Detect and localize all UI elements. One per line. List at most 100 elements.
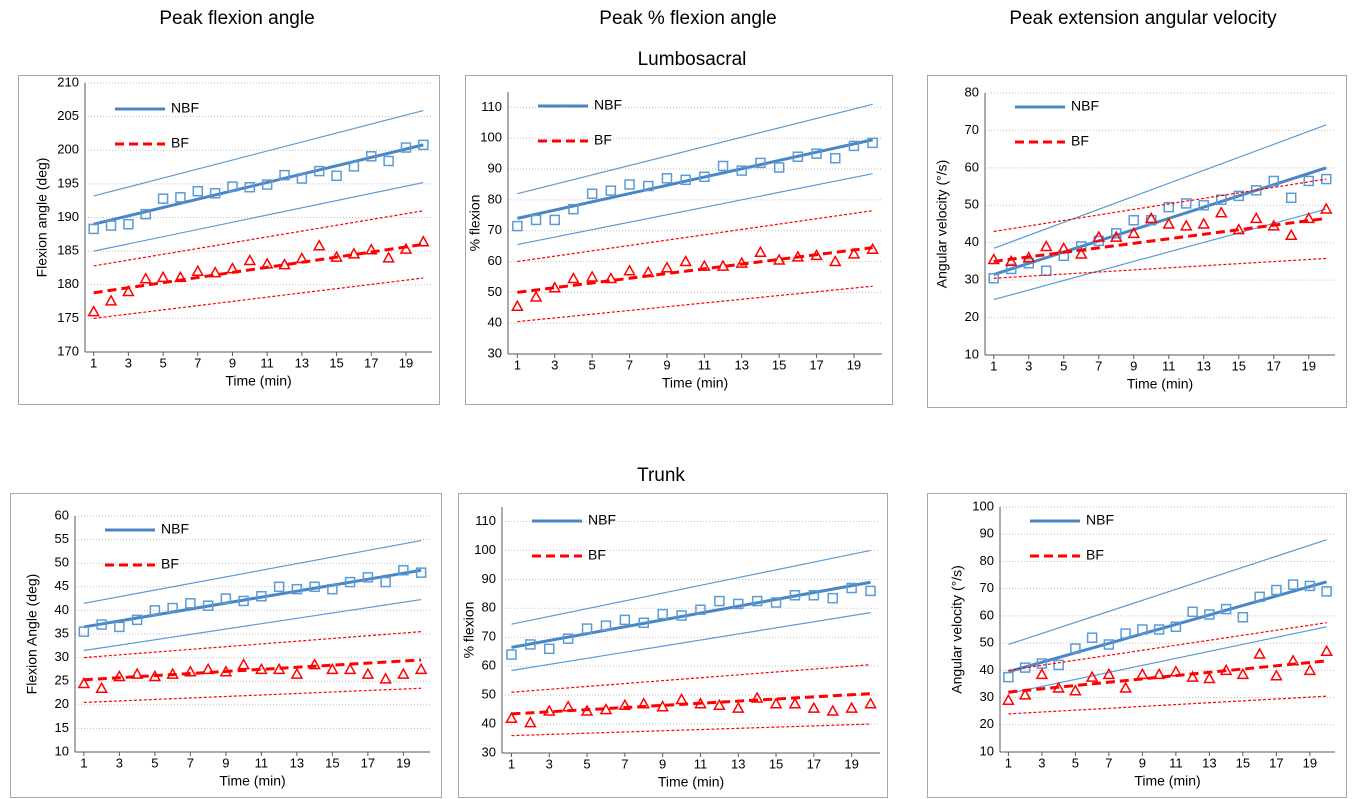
- fit-line: [993, 166, 1327, 276]
- data-point: [1002, 693, 1015, 706]
- x-tick-label: 1: [1005, 755, 1012, 770]
- data-point: [600, 620, 612, 631]
- data-point: [208, 266, 222, 278]
- data-point: [1197, 217, 1211, 229]
- x-tick-label: 15: [325, 755, 339, 770]
- x-tick-label: 9: [663, 357, 670, 372]
- data-point: [1270, 669, 1283, 681]
- data-point: [105, 220, 117, 231]
- legend-label: NBF: [171, 100, 199, 116]
- data-point: [399, 242, 413, 254]
- y-tick-label: 100: [474, 542, 496, 557]
- y-tick-label: 50: [482, 687, 496, 702]
- data-point: [191, 264, 205, 277]
- data-point: [1053, 659, 1064, 671]
- data-point: [811, 148, 822, 159]
- panel-border: [465, 75, 893, 405]
- data-point: [773, 162, 785, 173]
- data-point: [1018, 688, 1032, 700]
- x-tick-label: 1: [90, 355, 97, 370]
- y-tick-label: 30: [55, 649, 69, 664]
- y-axis-label: Angular velocity (°/s): [934, 160, 950, 289]
- data-point: [139, 272, 152, 284]
- y-tick-label: 90: [488, 160, 502, 175]
- x-tick-label: 3: [551, 357, 558, 372]
- data-point: [1103, 639, 1115, 650]
- y-axis-label: Flexion Angle (deg): [24, 574, 40, 695]
- data-point: [1023, 258, 1034, 269]
- data-point: [296, 173, 308, 184]
- data-point: [1137, 624, 1148, 635]
- data-point: [244, 181, 256, 193]
- x-axis-label: Time (min): [662, 375, 728, 391]
- fit-line: [1007, 580, 1328, 674]
- x-tick-label: 13: [735, 357, 749, 372]
- data-point: [1232, 223, 1246, 235]
- data-point: [736, 165, 747, 176]
- data-point: [175, 192, 186, 203]
- data-point: [122, 284, 135, 297]
- data-point: [988, 273, 999, 284]
- data-point: [529, 290, 543, 302]
- data-point: [415, 567, 427, 578]
- y-tick-label: 60: [965, 159, 979, 174]
- data-point: [828, 254, 842, 267]
- y-tick-label: 90: [482, 571, 496, 586]
- data-point: [1111, 228, 1122, 239]
- x-tick-label: 19: [1303, 755, 1317, 770]
- data-point: [78, 626, 90, 637]
- y-tick-label: 20: [965, 309, 979, 324]
- legend-label: NBF: [1086, 512, 1114, 528]
- y-tick-label: 45: [55, 578, 69, 593]
- data-point: [184, 665, 197, 677]
- fit-line: [511, 580, 871, 649]
- x-tick-label: 17: [1267, 358, 1281, 373]
- x-tick-label: 9: [1130, 358, 1137, 373]
- data-point: [1284, 228, 1298, 240]
- x-tick-label: 17: [809, 357, 823, 372]
- y-tick-label: 50: [980, 635, 994, 650]
- data-point: [202, 600, 214, 611]
- data-point: [1069, 684, 1082, 696]
- legend-label: NBF: [161, 521, 189, 537]
- y-tick-label: 80: [482, 600, 496, 615]
- column-title: Peak extension angular velocity: [1009, 8, 1277, 29]
- data-point: [772, 253, 786, 265]
- data-point: [148, 669, 162, 682]
- data-point: [624, 179, 635, 190]
- x-tick-label: 13: [295, 355, 309, 370]
- data-point: [549, 214, 560, 226]
- data-point: [845, 701, 858, 713]
- data-point: [638, 617, 649, 629]
- data-point: [679, 254, 692, 267]
- x-tick-label: 1: [514, 357, 521, 372]
- data-point: [788, 697, 802, 709]
- y-tick-label: 70: [980, 580, 994, 595]
- y-tick-label: 100: [480, 130, 502, 145]
- data-point: [77, 677, 91, 689]
- data-point: [140, 208, 151, 220]
- data-point: [1085, 670, 1099, 682]
- y-tick-label: 15: [55, 720, 69, 735]
- data-point: [331, 170, 342, 182]
- data-point: [586, 188, 598, 199]
- legend-label: BF: [161, 556, 179, 572]
- y-tick-label: 180: [57, 276, 79, 291]
- row-title: Lumbosacral: [637, 49, 747, 70]
- y-tick-label: 40: [980, 662, 994, 677]
- data-point: [330, 250, 343, 262]
- data-point: [750, 691, 764, 703]
- fit-line: [83, 568, 422, 629]
- x-tick-label: 13: [1202, 755, 1216, 770]
- data-point: [295, 251, 309, 264]
- data-point: [1320, 644, 1333, 657]
- data-point: [618, 698, 632, 710]
- data-point: [1198, 200, 1209, 211]
- data-point: [131, 614, 143, 626]
- confidence-band: [1008, 622, 1327, 671]
- data-point: [1181, 198, 1192, 209]
- data-point: [1163, 201, 1174, 213]
- data-point: [865, 585, 876, 597]
